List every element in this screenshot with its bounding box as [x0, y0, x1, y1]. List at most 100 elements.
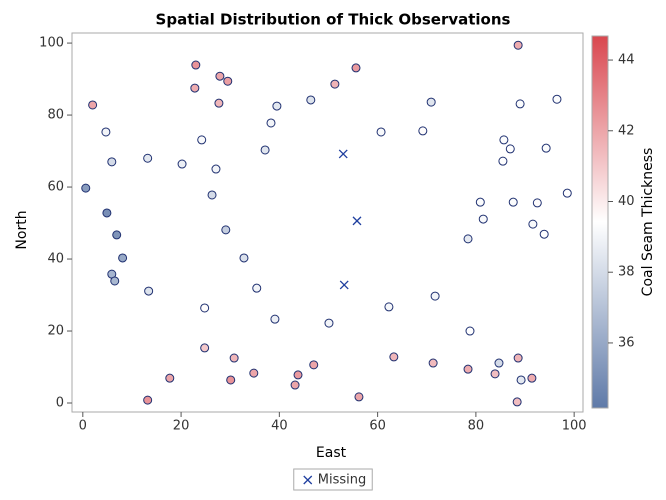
point [528, 219, 538, 229]
point [463, 234, 473, 244]
plot-area [71, 32, 584, 413]
point [81, 183, 91, 193]
point [143, 395, 153, 405]
point [214, 98, 224, 108]
point [475, 197, 485, 207]
x-tick-label: 40 [271, 419, 288, 434]
point [112, 230, 122, 240]
chart-title: Spatial Distribution of Thick Observatio… [156, 11, 511, 29]
point [229, 353, 239, 363]
point [426, 97, 436, 107]
point [505, 144, 515, 154]
point [494, 358, 504, 368]
point [215, 71, 225, 81]
point [177, 159, 187, 169]
point [539, 229, 549, 239]
point [465, 326, 475, 336]
y-tick-label: 100 [39, 36, 64, 51]
point [165, 373, 175, 383]
point [272, 101, 282, 111]
point [260, 145, 270, 155]
point [498, 156, 508, 166]
point [513, 353, 523, 363]
point [384, 302, 394, 312]
point [270, 314, 280, 324]
point [354, 392, 364, 402]
x-tick-label: 80 [468, 419, 485, 434]
point [200, 303, 210, 313]
colorbar-tick-label: 36 [618, 335, 635, 350]
y-tick-label: 40 [47, 252, 64, 267]
point [221, 225, 231, 235]
legend-symbol [303, 475, 313, 485]
y-tick-label: 20 [47, 324, 64, 339]
point [197, 135, 207, 145]
point [351, 63, 361, 73]
point [226, 375, 236, 385]
colorbar-tick-label: 44 [618, 53, 635, 68]
point [293, 370, 303, 380]
point [223, 76, 233, 86]
point [527, 373, 537, 383]
y-axis-label: North [14, 210, 30, 249]
point [430, 291, 440, 301]
point [118, 253, 128, 263]
point [418, 126, 428, 136]
point [252, 283, 262, 293]
missing-point [339, 280, 349, 290]
point [330, 79, 340, 89]
x-axis-label: East [316, 445, 347, 461]
point [516, 375, 526, 385]
point [532, 198, 542, 208]
missing-point [338, 149, 348, 159]
point [376, 127, 386, 137]
colorbar [591, 35, 609, 409]
colorbar-tick-label: 38 [618, 265, 635, 280]
y-tick-label: 0 [56, 396, 64, 411]
x-tick-label: 20 [173, 419, 190, 434]
point [107, 157, 117, 167]
point [306, 95, 316, 105]
colorbar-tick-label: 40 [618, 194, 635, 209]
legend-box [293, 468, 373, 491]
point [102, 208, 112, 218]
point [512, 397, 522, 407]
point [541, 143, 551, 153]
point [324, 318, 334, 328]
point [389, 352, 399, 362]
point [562, 188, 572, 198]
point [515, 99, 525, 109]
point [513, 40, 523, 50]
x-tick-label: 100 [562, 419, 587, 434]
x-tick-label: 60 [369, 419, 386, 434]
legend: Missing [293, 468, 373, 491]
point [249, 368, 259, 378]
point [478, 214, 488, 224]
point [239, 253, 249, 263]
point [207, 190, 217, 200]
y-tick-label: 60 [47, 180, 64, 195]
point [143, 153, 153, 163]
point [499, 135, 509, 145]
point [101, 127, 111, 137]
point [200, 343, 210, 353]
point [309, 360, 319, 370]
point [428, 358, 438, 368]
colorbar-label: Coal Seam Thickness [640, 148, 656, 297]
point [490, 369, 500, 379]
x-tick-label: 0 [79, 419, 87, 434]
point [211, 164, 221, 174]
point [110, 276, 120, 286]
point [144, 286, 154, 296]
point [290, 380, 300, 390]
point [266, 118, 276, 128]
colorbar-tick-label: 42 [618, 123, 635, 138]
point [191, 60, 201, 70]
legend-label: Missing [318, 473, 366, 488]
point [552, 94, 562, 104]
point [190, 83, 200, 93]
point [88, 100, 98, 110]
y-tick-label: 80 [47, 108, 64, 123]
point [508, 197, 518, 207]
